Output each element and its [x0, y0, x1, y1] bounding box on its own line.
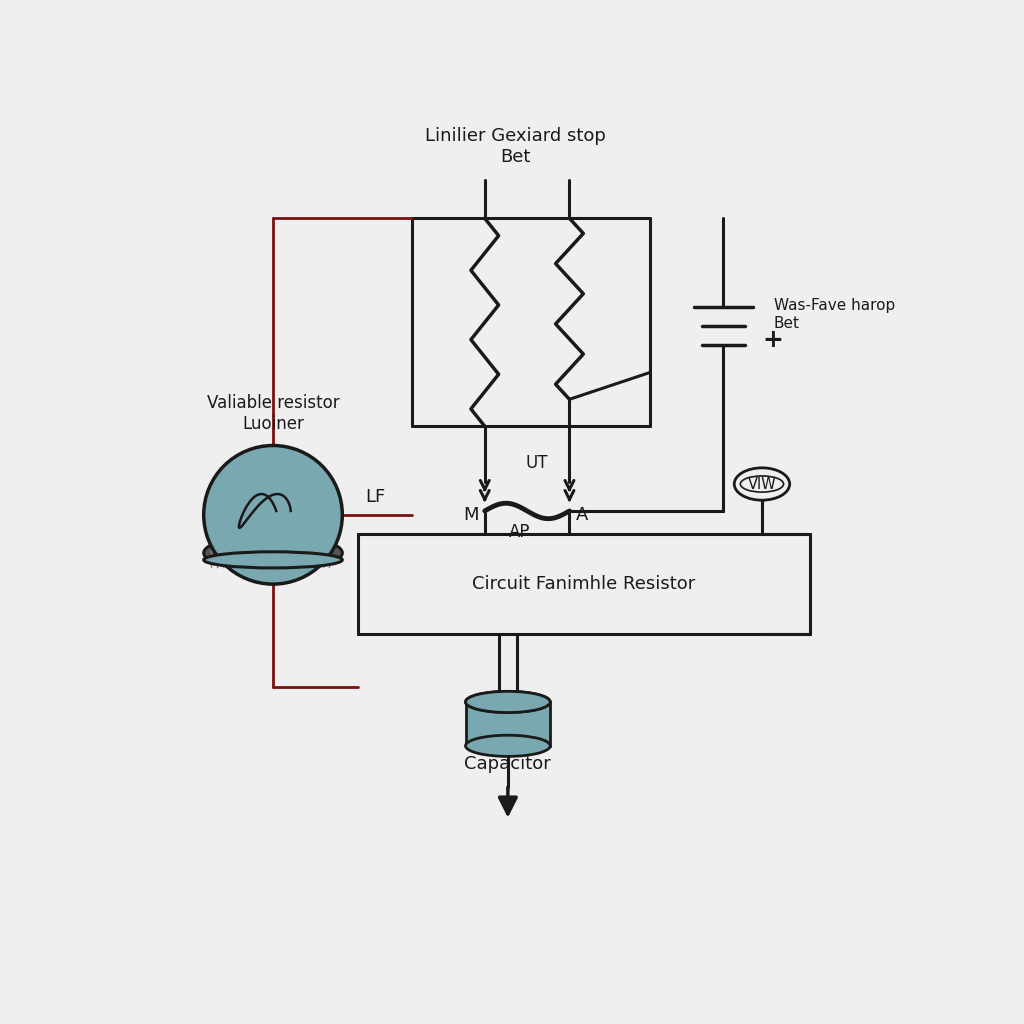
Text: VIW: VIW: [748, 476, 776, 492]
Text: +: +: [762, 328, 782, 352]
Ellipse shape: [734, 468, 790, 500]
Circle shape: [204, 445, 342, 584]
Ellipse shape: [466, 735, 550, 757]
Text: LF: LF: [366, 487, 386, 506]
Ellipse shape: [466, 691, 550, 713]
Ellipse shape: [204, 552, 342, 568]
Text: Circuit Fanimhle Resistor: Circuit Fanimhle Resistor: [472, 575, 695, 593]
Text: A: A: [575, 506, 588, 523]
Text: Capacitor: Capacitor: [465, 755, 551, 773]
Bar: [466, 701, 550, 745]
Ellipse shape: [740, 476, 783, 493]
Ellipse shape: [466, 691, 550, 713]
Text: Was-Fave harop
Bet: Was-Fave harop Bet: [773, 298, 895, 331]
Ellipse shape: [204, 536, 342, 570]
Text: M: M: [463, 506, 478, 523]
Text: Linilier Gexiard stop
Bet: Linilier Gexiard stop Bet: [425, 127, 606, 166]
Text: Valiable resistor
Luoiner: Valiable resistor Luoiner: [207, 394, 339, 432]
Text: UT: UT: [525, 455, 548, 472]
Text: AP: AP: [509, 522, 530, 541]
